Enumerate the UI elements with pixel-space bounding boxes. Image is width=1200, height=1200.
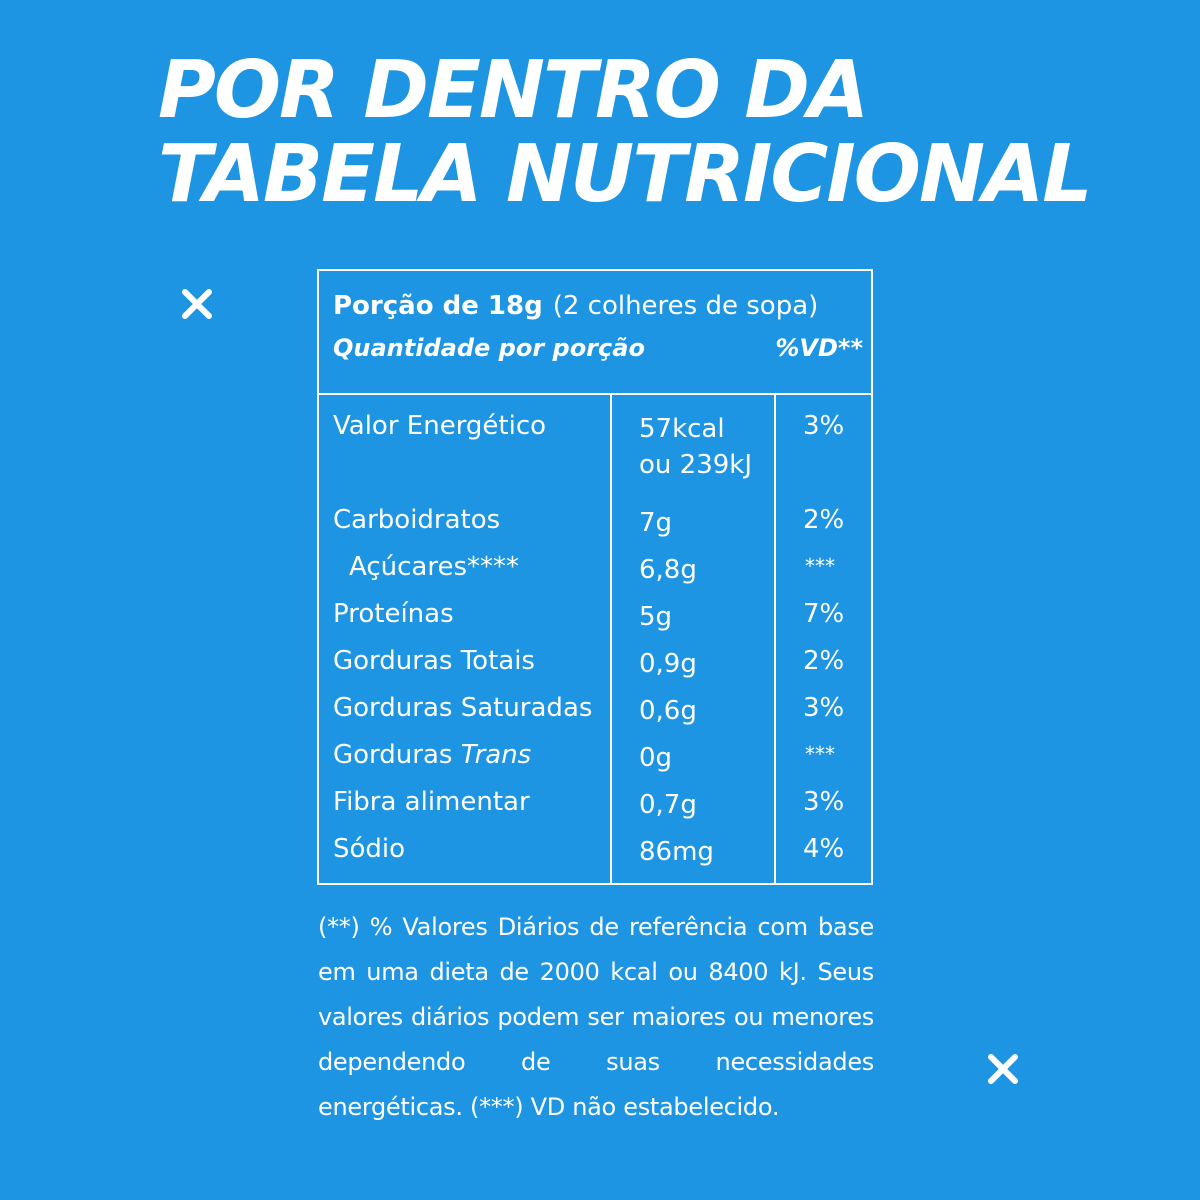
table-header: Porção de 18g (2 colheres de sopa) Quanti… <box>319 271 871 395</box>
nutrient-name: Fibra alimentar <box>333 787 530 817</box>
title-line-2: TABELA NUTRICIONAL <box>158 128 1093 220</box>
nutrient-name: Açúcares**** <box>349 552 519 582</box>
nutrient-name: Proteínas <box>333 599 454 629</box>
nutrient-value: 0,6g <box>639 696 697 726</box>
nutrient-vd: 7% <box>803 599 845 629</box>
portion-detail: (2 colheres de sopa) <box>552 291 819 321</box>
close-icon <box>180 287 214 321</box>
nutrient-value: 0,9g <box>639 649 697 679</box>
portion-label: Porção de 18g <box>333 291 543 321</box>
table-row: Valor Energético 57kcal ou 239kJ 3% <box>319 411 871 491</box>
table-row: Carboidratos 7g 2% <box>319 505 871 551</box>
nutrient-value: 6,8g <box>639 555 697 585</box>
nutrient-vd: *** <box>805 742 835 766</box>
nutrition-table: Porção de 18g (2 colheres de sopa) Quanti… <box>317 269 873 885</box>
nutrient-value: 5g <box>639 602 673 632</box>
table-row: Proteínas 5g 7% <box>319 599 871 645</box>
nutrient-value: 7g <box>639 508 673 538</box>
nutrient-value: 86mg <box>639 837 714 867</box>
table-row: Açúcares**** 6,8g *** <box>319 552 871 598</box>
nutrient-vd: 4% <box>803 834 845 864</box>
close-icon <box>986 1052 1020 1086</box>
table-row: Gorduras Saturadas 0,6g 3% <box>319 693 871 739</box>
nutrient-name: Carboidratos <box>333 505 501 535</box>
nutrient-vd: 3% <box>803 693 845 723</box>
nutrient-value-line: ou 239kJ <box>639 450 753 480</box>
portion-size: Porção de 18g (2 colheres de sopa) <box>333 291 818 321</box>
nutrient-name-italic: Trans <box>460 740 532 770</box>
nutrient-name: Gorduras Totais <box>333 646 535 676</box>
nutrient-value: 0g <box>639 743 673 773</box>
column-divider <box>774 393 776 883</box>
quantity-header: Quantidade por porção <box>333 334 645 362</box>
table-row: Gorduras Totais 0,9g 2% <box>319 646 871 692</box>
nutrient-name: Sódio <box>333 834 406 864</box>
page-title: POR DENTRO DA TABELA NUTRICIONAL <box>158 44 1093 220</box>
title-line-1: POR DENTRO DA <box>158 44 869 136</box>
nutrient-value: 57kcal ou 239kJ <box>639 411 752 483</box>
table-row: Fibra alimentar 0,7g 3% <box>319 787 871 833</box>
nutrient-name-prefix: Gorduras <box>333 740 461 770</box>
nutrient-name: Gorduras Trans <box>333 740 531 770</box>
nutrient-vd: *** <box>805 554 835 578</box>
nutrient-vd: 3% <box>803 411 845 441</box>
vd-header: %VD** <box>775 334 863 362</box>
nutrient-value: 0,7g <box>639 790 697 820</box>
nutrient-vd: 2% <box>803 646 845 676</box>
footnote: (**) % Valores Diários de referência com… <box>318 913 874 1121</box>
table-row: Sódio 86mg 4% <box>319 834 871 880</box>
column-divider <box>610 393 612 883</box>
nutrient-vd: 2% <box>803 505 845 535</box>
nutrient-name: Valor Energético <box>333 411 547 441</box>
table-row: Gorduras Trans 0g *** <box>319 740 871 786</box>
nutrient-value-line: 57kcal <box>639 414 725 444</box>
nutrient-vd: 3% <box>803 787 845 817</box>
nutrient-name: Gorduras Saturadas <box>333 693 593 723</box>
